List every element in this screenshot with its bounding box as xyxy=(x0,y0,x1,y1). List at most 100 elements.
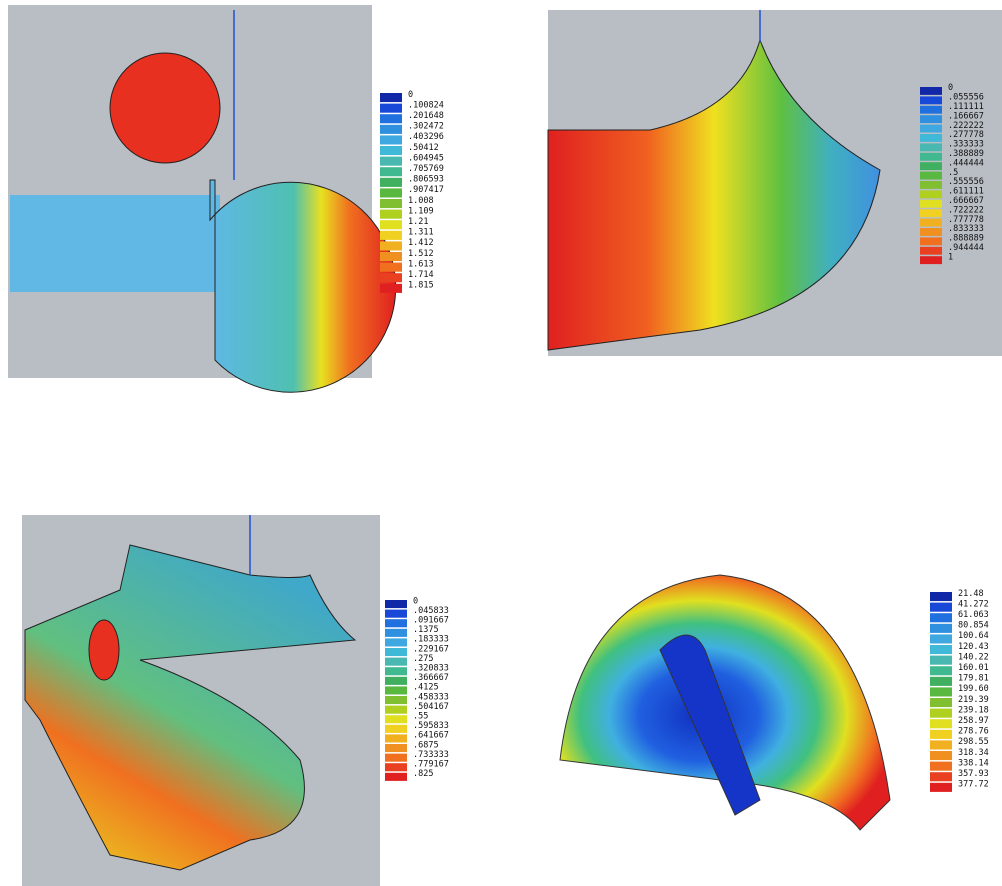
legend-label: 1.714 xyxy=(408,270,434,280)
legend-swatch xyxy=(385,610,407,618)
circle-region xyxy=(110,53,220,163)
legend-swatch xyxy=(930,719,952,728)
legend-swatch xyxy=(385,725,407,733)
legend-swatch xyxy=(380,188,402,197)
legend-swatch xyxy=(385,754,407,762)
strip xyxy=(10,195,220,292)
legend-swatch xyxy=(380,284,402,293)
legend-label: .403296 xyxy=(408,132,444,142)
legend-swatch xyxy=(920,162,942,170)
legend-label: .275 xyxy=(413,654,433,664)
legend-swatch xyxy=(385,706,407,714)
legend-swatch xyxy=(930,698,952,707)
legend-swatch xyxy=(920,134,942,142)
legend-swatch xyxy=(380,263,402,272)
legend-swatch xyxy=(385,763,407,771)
page: 0.100824.201648.302472.403296.50412.6049… xyxy=(0,0,1002,886)
legend-swatch xyxy=(930,740,952,749)
legend-swatch xyxy=(920,96,942,104)
legend-swatch xyxy=(920,200,942,208)
legend-swatch xyxy=(380,231,402,240)
legend-swatch xyxy=(385,600,407,608)
legend-swatch xyxy=(930,603,952,612)
legend-label: .705769 xyxy=(408,164,444,174)
legend-label: 0 xyxy=(413,596,418,606)
legend-label: .825 xyxy=(413,769,433,779)
legend-label: 41.272 xyxy=(958,599,989,609)
legend-swatch xyxy=(920,190,942,198)
legend-label: 298.55 xyxy=(958,737,989,747)
legend-swatch xyxy=(385,648,407,656)
legend-swatch xyxy=(920,153,942,161)
lobe-region xyxy=(89,620,119,680)
legend-swatch xyxy=(920,87,942,95)
legend-swatch xyxy=(380,220,402,229)
legend-label: .6875 xyxy=(413,740,439,750)
legend-swatch xyxy=(380,114,402,123)
legend-label: 338.14 xyxy=(958,758,989,768)
legend-label: 100.64 xyxy=(958,631,989,641)
legend-swatch xyxy=(380,210,402,219)
legend-swatch xyxy=(930,656,952,665)
legend-label: .183333 xyxy=(413,635,449,645)
legend-swatch xyxy=(385,734,407,742)
legend-label: 1.512 xyxy=(408,249,434,259)
legend-label: .779167 xyxy=(413,760,449,770)
legend-label: .595833 xyxy=(413,721,449,731)
legend-label: 0 xyxy=(408,90,413,100)
legend-label: .320833 xyxy=(413,664,449,674)
legend-swatch xyxy=(380,273,402,282)
legend-label: 1.109 xyxy=(408,206,434,216)
legend-label: .733333 xyxy=(413,750,449,760)
legend-swatch xyxy=(920,219,942,227)
legend-label: 357.93 xyxy=(958,769,989,779)
legend-label: 1.008 xyxy=(408,196,434,206)
legend-label: .045833 xyxy=(413,606,449,616)
legend-swatch xyxy=(930,677,952,686)
legend-swatch xyxy=(385,696,407,704)
legend-label: .907417 xyxy=(408,185,444,195)
legend-swatch xyxy=(920,143,942,151)
legend-label: .229167 xyxy=(413,644,449,654)
legend-swatch xyxy=(920,125,942,133)
legend-label: 1.613 xyxy=(408,259,434,269)
legend-label: 377.72 xyxy=(958,780,989,790)
legend-label: .806593 xyxy=(408,175,444,185)
legend-swatch xyxy=(930,687,952,696)
legend-swatch xyxy=(380,146,402,155)
legend-label: 239.18 xyxy=(958,705,989,715)
legend-label: 258.97 xyxy=(958,716,989,726)
panel-1 xyxy=(8,5,396,392)
legend-label: 80.854 xyxy=(958,621,989,631)
legend-swatch xyxy=(380,241,402,250)
legend-label: .4125 xyxy=(413,683,439,693)
legend-label: .366667 xyxy=(413,673,449,683)
legend-swatch xyxy=(930,666,952,675)
legend-swatch xyxy=(920,115,942,123)
legend-swatch xyxy=(930,645,952,654)
legend-swatch xyxy=(920,106,942,114)
legend-label: 1 xyxy=(948,252,953,262)
legend-swatch xyxy=(385,638,407,646)
legend-swatch xyxy=(380,199,402,208)
legend-label: .458333 xyxy=(413,692,449,702)
legend-swatch xyxy=(930,634,952,643)
legend-swatch xyxy=(930,772,952,781)
legend-swatch xyxy=(380,178,402,187)
legend-label: .944444 xyxy=(948,243,984,253)
legend-swatch xyxy=(930,762,952,771)
legend-swatch xyxy=(380,93,402,102)
legend-label: 1.412 xyxy=(408,238,434,248)
legend-swatch xyxy=(385,677,407,685)
legend-swatch xyxy=(930,751,952,760)
legend-label: .100824 xyxy=(408,100,444,110)
legend-swatch xyxy=(930,709,952,718)
legend-swatch xyxy=(385,629,407,637)
panel-3 xyxy=(22,515,380,886)
legend-swatch xyxy=(930,613,952,622)
legend-label: .641667 xyxy=(413,731,449,741)
legend-swatch xyxy=(380,125,402,134)
legend-label: 61.063 xyxy=(958,610,989,620)
legend-swatch xyxy=(930,783,952,792)
legend-label: .201648 xyxy=(408,111,444,121)
